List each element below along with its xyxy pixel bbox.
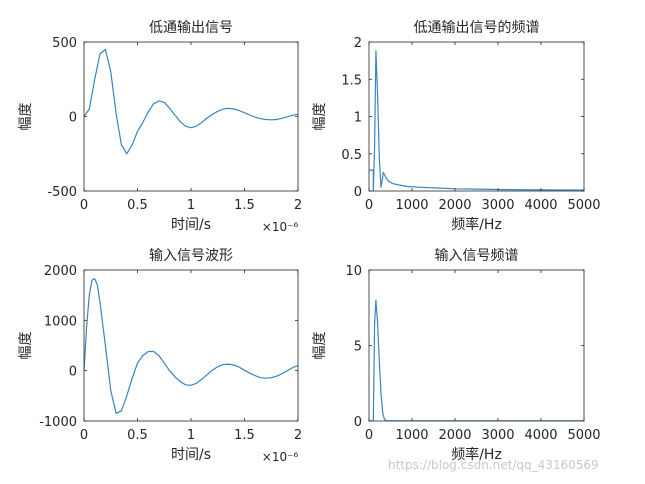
y-tick-label: 2 <box>354 36 362 51</box>
y-axis-label: 幅度 <box>18 103 34 131</box>
subplot-3 <box>83 269 299 422</box>
x-tick-label: 1 <box>187 198 195 213</box>
subplot-1 <box>83 41 299 192</box>
y-tick-label: 10 <box>345 264 362 279</box>
subplot-4 <box>368 269 585 422</box>
x-tick-label: 1.5 <box>234 428 255 443</box>
x-tick-label: 2000 <box>438 428 471 443</box>
series-line <box>369 50 584 191</box>
series-line <box>84 48 298 155</box>
watermark: https://blog.csdn.net/qq_43160569 <box>388 458 599 472</box>
x-tick-label: 0 <box>80 428 88 443</box>
x-axis-label: 频率/Hz <box>451 216 502 233</box>
axes-box <box>368 41 585 192</box>
x-tick-label: 5000 <box>567 428 600 443</box>
x-tick-label: 0 <box>365 428 373 443</box>
subplot-2 <box>368 41 585 192</box>
y-axis-label: 幅度 <box>312 103 328 131</box>
x-tick-label: 1000 <box>395 428 428 443</box>
x-exponent-label: ×10⁻⁶ <box>262 450 299 464</box>
x-tick-label: 1000 <box>395 198 428 213</box>
x-axis-label: 频率/Hz <box>451 446 502 463</box>
y-tick-label: -1000 <box>39 415 77 430</box>
chart-title: 输入信号频谱 <box>435 248 519 264</box>
x-axis-label: 时间/s <box>171 217 211 233</box>
y-tick-label: 0 <box>354 185 362 200</box>
y-tick-label: 0 <box>69 111 77 126</box>
x-tick-label: 4000 <box>524 428 557 443</box>
x-tick-label: 1 <box>187 428 195 443</box>
y-tick-label: 500 <box>52 36 77 51</box>
y-tick-label: 0 <box>69 365 77 380</box>
y-tick-label: -500 <box>47 185 77 200</box>
x-tick-label: 1.5 <box>234 198 255 213</box>
chart-title: 输入信号波形 <box>149 248 233 264</box>
x-tick-label: 4000 <box>524 198 557 213</box>
x-tick-label: 0.5 <box>127 428 148 443</box>
y-tick-label: 5 <box>354 340 362 355</box>
y-tick-label: 2000 <box>44 264 77 279</box>
y-tick-label: 0 <box>354 415 362 430</box>
chart-title: 低通输出信号的频谱 <box>414 20 540 36</box>
axes-box <box>83 269 299 422</box>
chart-title: 低通输出信号 <box>149 20 233 36</box>
x-tick-label: 2000 <box>438 198 471 213</box>
y-axis-label: 幅度 <box>312 332 328 360</box>
series-line <box>84 278 298 414</box>
x-tick-label: 0.5 <box>127 198 148 213</box>
x-tick-label: 0 <box>365 198 373 213</box>
series-line <box>369 299 584 421</box>
x-tick-label: 2 <box>294 428 302 443</box>
axes-box <box>368 269 585 422</box>
y-axis-label: 幅度 <box>18 332 34 360</box>
y-tick-label: 1.5 <box>341 73 362 88</box>
x-axis-label: 时间/s <box>171 447 211 463</box>
y-tick-label: 0.5 <box>341 148 362 163</box>
x-tick-label: 3000 <box>481 198 514 213</box>
x-tick-label: 3000 <box>481 428 514 443</box>
y-tick-label: 1000 <box>44 314 77 329</box>
x-exponent-label: ×10⁻⁶ <box>262 220 299 234</box>
x-tick-label: 5000 <box>567 198 600 213</box>
x-tick-label: 0 <box>80 198 88 213</box>
x-tick-label: 2 <box>294 198 302 213</box>
y-tick-label: 1 <box>354 111 362 126</box>
